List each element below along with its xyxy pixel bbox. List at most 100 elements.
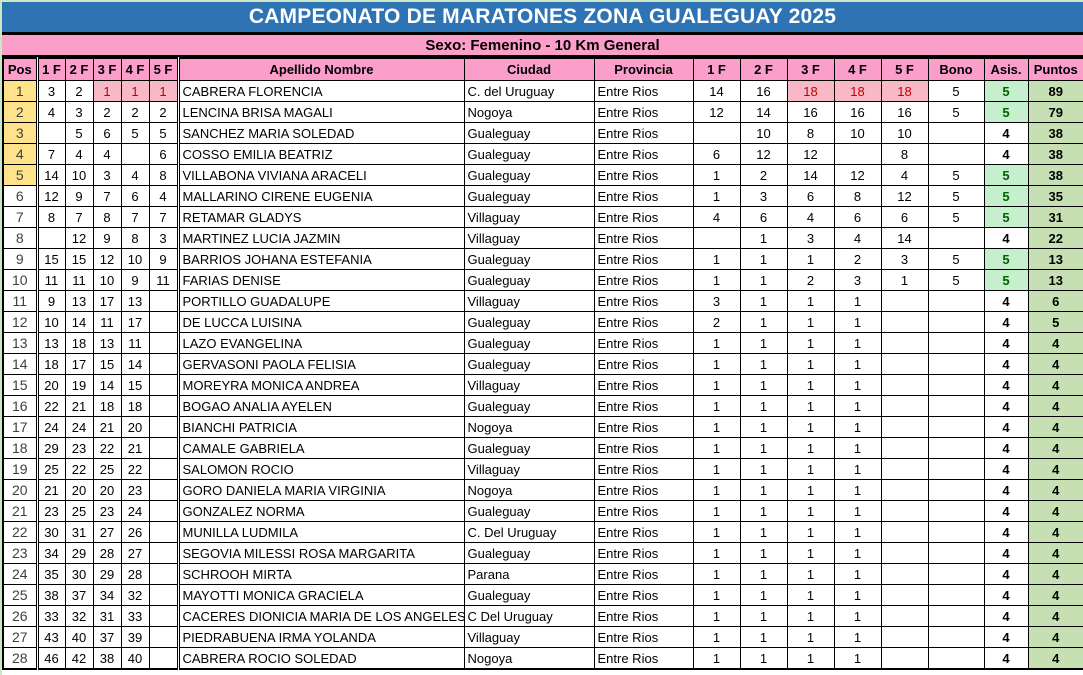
cell-race-points-4: 1	[833, 311, 882, 333]
cell-race-position-2: 17	[64, 353, 94, 375]
cell-race-position-3: 22	[92, 437, 122, 459]
cell-race-points-1: 1	[692, 521, 741, 543]
cell-race-position-2: 18	[64, 332, 94, 354]
cell-name: GERVASONI PAOLA FELISIA	[176, 353, 465, 375]
cell-race-points-3: 16	[786, 101, 835, 123]
cell-race-points-4: 1	[833, 416, 882, 438]
cell-race-position-5	[148, 311, 179, 333]
cell-city: C Del Uruguay	[463, 605, 595, 627]
cell-bono	[927, 374, 985, 396]
cell-province: Entre Rios	[593, 227, 694, 249]
cell-province: Entre Rios	[593, 101, 694, 123]
cell-race-position-4: 7	[120, 206, 150, 228]
cell-city: Gualeguay	[463, 437, 595, 459]
cell-pos: 13	[2, 332, 38, 354]
cell-race-position-5	[148, 584, 179, 606]
cell-race-points-5	[880, 605, 929, 627]
cell-race-position-4: 17	[120, 311, 150, 333]
cell-city: Gualeguay	[463, 311, 595, 333]
cell-pos: 12	[2, 311, 38, 333]
cell-bono	[927, 353, 985, 375]
cell-city: Nogoya	[463, 101, 595, 123]
table-row: 25 38 37 34 32 MAYOTTI MONICA GRACIELA Gualegu…	[2, 584, 1083, 606]
cell-race-points-3: 1	[786, 374, 835, 396]
cell-name: SEGOVIA MILESSI ROSA MARGARITA	[176, 542, 465, 564]
cell-province: Entre Rios	[593, 290, 694, 312]
cell-asis: 5	[983, 206, 1029, 228]
cell-province: Entre Rios	[593, 395, 694, 417]
cell-race-position-2: 19	[64, 374, 94, 396]
cell-race-position-1: 46	[35, 647, 66, 670]
table-row: 26 33 32 31 33 CACERES DIONICIA MARIA DE LOS …	[2, 605, 1083, 627]
col-header-5f-pos: 5 F	[148, 57, 179, 81]
cell-bono: 5	[927, 185, 985, 207]
cell-race-position-1: 38	[35, 584, 66, 606]
cell-bono	[927, 479, 985, 501]
cell-name: VILLABONA VIVIANA ARACELI	[176, 164, 465, 186]
cell-race-position-4: 24	[120, 500, 150, 522]
cell-puntos: 4	[1027, 626, 1083, 648]
cell-asis: 5	[983, 80, 1029, 102]
cell-province: Entre Rios	[593, 626, 694, 648]
cell-puntos: 4	[1027, 563, 1083, 585]
cell-race-points-2: 1	[739, 647, 788, 670]
cell-bono: 5	[927, 101, 985, 123]
cell-pos: 16	[2, 395, 38, 417]
report-title: CAMPEONATO DE MARATONES ZONA GUALEGUAY 2…	[2, 2, 1083, 35]
cell-race-position-2: 24	[64, 416, 94, 438]
cell-race-points-3: 12	[786, 143, 835, 165]
cell-asis: 4	[983, 458, 1029, 480]
cell-race-position-4: 33	[120, 605, 150, 627]
cell-race-position-4: 20	[120, 416, 150, 438]
cell-race-points-1: 1	[692, 479, 741, 501]
cell-province: Entre Rios	[593, 584, 694, 606]
cell-city: Parana	[463, 563, 595, 585]
cell-race-position-4: 32	[120, 584, 150, 606]
cell-race-points-3: 1	[786, 479, 835, 501]
cell-puntos: 22	[1027, 227, 1083, 249]
cell-race-points-3: 1	[786, 626, 835, 648]
results-body: 1 3 2 1 1 1 CABRERA FLORENCIA C. del Uruguay Ent…	[2, 80, 1083, 670]
cell-race-position-3: 11	[92, 311, 122, 333]
cell-race-points-1	[692, 122, 741, 144]
table-row: 1 3 2 1 1 1 CABRERA FLORENCIA C. del Uruguay Ent…	[2, 80, 1083, 102]
cell-asis: 4	[983, 227, 1029, 249]
cell-race-points-2: 10	[739, 122, 788, 144]
cell-race-points-2: 1	[739, 374, 788, 396]
cell-province: Entre Rios	[593, 437, 694, 459]
cell-race-position-3: 12	[92, 248, 122, 270]
cell-race-position-1	[35, 227, 66, 249]
cell-race-position-2: 31	[64, 521, 94, 543]
cell-pos: 25	[2, 584, 38, 606]
cell-pos: 15	[2, 374, 38, 396]
cell-asis: 4	[983, 374, 1029, 396]
cell-race-position-2: 11	[64, 269, 94, 291]
table-row: 2 4 3 2 2 2 LENCINA BRISA MAGALI Nogoya Entre Ri…	[2, 101, 1083, 123]
cell-bono	[927, 416, 985, 438]
cell-puntos: 4	[1027, 374, 1083, 396]
cell-race-position-4: 40	[120, 647, 150, 670]
cell-race-points-1: 1	[692, 269, 741, 291]
col-header-5f-pts: 5 F	[880, 57, 929, 81]
cell-name: MUNILLA LUDMILA	[176, 521, 465, 543]
cell-race-position-1: 20	[35, 374, 66, 396]
cell-race-points-5	[880, 626, 929, 648]
cell-pos: 20	[2, 479, 38, 501]
cell-city: Gualeguay	[463, 248, 595, 270]
cell-race-points-1	[692, 227, 741, 249]
cell-race-position-3: 3	[92, 164, 122, 186]
cell-race-points-1: 1	[692, 395, 741, 417]
cell-province: Entre Rios	[593, 479, 694, 501]
cell-puntos: 4	[1027, 584, 1083, 606]
cell-bono	[927, 122, 985, 144]
cell-race-points-5	[880, 353, 929, 375]
cell-race-points-2: 14	[739, 101, 788, 123]
col-header-2f-pts: 2 F	[739, 57, 788, 81]
cell-race-points-4: 18	[833, 80, 882, 102]
cell-race-position-3: 1	[92, 80, 122, 102]
cell-race-position-1: 23	[35, 500, 66, 522]
cell-race-points-1: 1	[692, 584, 741, 606]
cell-bono	[927, 437, 985, 459]
cell-pos: 14	[2, 353, 38, 375]
cell-race-position-1	[35, 122, 66, 144]
